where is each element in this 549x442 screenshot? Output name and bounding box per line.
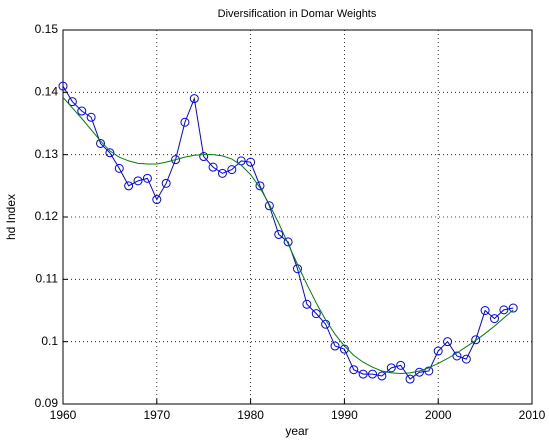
series-line	[62, 85, 514, 380]
data-point	[124, 181, 134, 191]
data-point	[489, 314, 499, 324]
data-point	[189, 94, 199, 104]
data-point	[77, 106, 87, 116]
x-tick-label: 1970	[143, 408, 170, 422]
data-point	[133, 176, 143, 186]
y-tick-label: 0.09	[35, 396, 59, 410]
data-point	[171, 155, 181, 165]
data-point	[330, 341, 340, 351]
data-point	[377, 371, 387, 381]
data-point	[96, 138, 106, 148]
data-point	[208, 162, 218, 172]
data-point	[274, 229, 284, 239]
data-point	[255, 181, 265, 191]
data-point	[161, 178, 171, 188]
plot-frame	[62, 29, 533, 405]
x-tick-label: 1960	[50, 408, 77, 422]
data-point	[405, 374, 415, 384]
data-point	[339, 344, 349, 354]
y-tick-label: 0.1	[41, 334, 58, 348]
data-point	[199, 152, 209, 162]
y-tick-label: 0.13	[35, 147, 59, 161]
x-tick-label: 1990	[331, 408, 358, 422]
data-point	[396, 360, 406, 370]
x-tick-label: 2000	[425, 408, 452, 422]
data-point	[508, 303, 518, 313]
data-point	[358, 369, 368, 379]
data-point	[264, 201, 274, 211]
data-point	[180, 117, 190, 127]
data-point	[368, 369, 378, 379]
data-point	[452, 351, 462, 361]
data-point	[443, 337, 453, 347]
y-tick-label: 0.12	[35, 209, 59, 223]
data-point	[142, 173, 152, 183]
data-point	[349, 365, 359, 375]
data-point	[433, 346, 443, 356]
data-point	[499, 305, 509, 315]
chart-title: Diversification in Domar Weights	[218, 8, 377, 20]
data-point	[227, 165, 237, 175]
data-point	[152, 195, 162, 205]
x-tick-label: 1980	[237, 408, 264, 422]
data-point	[114, 163, 124, 173]
data-point	[386, 363, 396, 373]
data-point	[480, 306, 490, 315]
data-point	[471, 335, 481, 345]
data-point	[67, 97, 77, 107]
data-point	[311, 309, 321, 319]
data-point	[424, 366, 434, 376]
y-tick-label: 0.14	[35, 85, 59, 99]
data-point	[58, 81, 68, 91]
data-point	[246, 157, 256, 167]
x-tick-label: 2010	[519, 408, 546, 422]
data-point	[217, 168, 227, 178]
x-axis-label: year	[285, 424, 308, 438]
data-point	[105, 148, 115, 158]
data-point	[86, 112, 96, 122]
y-tick-label: 0.15	[35, 22, 59, 36]
series-line	[62, 96, 514, 374]
data-point	[302, 299, 312, 309]
y-axis-label: hd Index	[4, 194, 18, 240]
data-point	[283, 237, 293, 247]
y-tick-label: 0.11	[36, 272, 59, 286]
data-point	[461, 354, 471, 364]
